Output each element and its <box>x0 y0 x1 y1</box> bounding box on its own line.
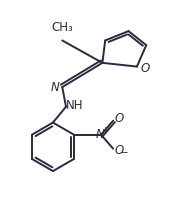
Text: CH₃: CH₃ <box>51 21 73 34</box>
Text: N: N <box>51 81 60 94</box>
Text: N: N <box>96 128 105 141</box>
Text: +: + <box>101 126 109 135</box>
Text: O: O <box>114 112 124 125</box>
Text: O: O <box>114 144 124 157</box>
Text: −: − <box>120 148 129 158</box>
Text: NH: NH <box>66 99 83 112</box>
Text: O: O <box>140 62 149 75</box>
